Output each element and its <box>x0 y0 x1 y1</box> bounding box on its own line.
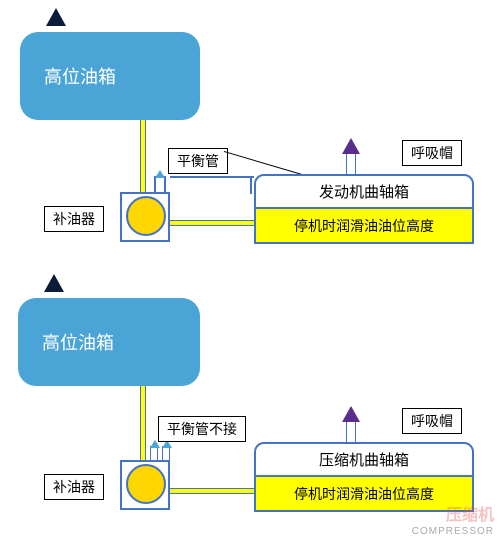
crankcase-top-label: 发动机曲轴箱 <box>319 181 409 202</box>
oiler-circle-icon <box>126 464 166 504</box>
balance-stub-2 <box>162 446 170 460</box>
balance-pipe-h <box>170 176 254 178</box>
crankcase-top: 发动机曲轴箱 <box>254 174 474 209</box>
horizontal-pipe <box>170 488 254 494</box>
vertical-pipe <box>140 120 146 198</box>
oiler-label-text: 补油器 <box>53 211 95 227</box>
breath-label: 呼吸帽 <box>402 140 462 166</box>
balance-arrow-icon <box>155 170 165 178</box>
crankcase-oil-level: 停机时润滑油油位高度 <box>254 477 474 512</box>
balance-pipe-v2 <box>154 176 156 192</box>
crankcase-oil-label: 停机时润滑油油位高度 <box>294 484 434 504</box>
tank-arrow-icon <box>46 8 66 26</box>
tank-arrow-icon <box>44 274 64 292</box>
horizontal-pipe <box>170 220 254 226</box>
diagram-2: 高位油箱 补油器 平衡管不接 压缩机曲轴箱 停机时润滑油油位高度 呼吸帽 <box>0 268 500 541</box>
high-tank-label: 高位油箱 <box>44 63 116 89</box>
balance-pipe-v1 <box>250 176 252 194</box>
breath-stem <box>346 152 356 174</box>
high-tank-label: 高位油箱 <box>42 329 114 355</box>
crankcase-top: 压缩机曲轴箱 <box>254 442 474 477</box>
balance-label: 平衡管不接 <box>158 416 246 442</box>
breath-label-text: 呼吸帽 <box>411 145 453 161</box>
oiler-label-text: 补油器 <box>53 479 95 495</box>
oiler-label: 补油器 <box>44 474 104 500</box>
crankcase-top-label: 压缩机曲轴箱 <box>319 449 409 470</box>
balance-label: 平衡管 <box>168 148 228 174</box>
balance-stub-1 <box>150 446 158 460</box>
high-tank: 高位油箱 <box>20 32 200 120</box>
oiler-label: 补油器 <box>44 206 104 232</box>
crankcase-oil-label: 停机时润滑油油位高度 <box>294 216 434 236</box>
watermark-en: COMPRESSOR <box>412 526 494 537</box>
breath-arrow-icon <box>342 138 360 154</box>
oiler-circle-icon <box>126 196 166 236</box>
high-tank: 高位油箱 <box>18 298 200 386</box>
breath-label: 呼吸帽 <box>402 408 462 434</box>
breath-label-text: 呼吸帽 <box>411 413 453 429</box>
breath-stem <box>346 420 356 442</box>
breath-arrow-icon <box>342 406 360 422</box>
watermark-cn: 压缩机 <box>446 501 494 525</box>
crankcase-oil-level: 停机时润滑油油位高度 <box>254 209 474 244</box>
vertical-pipe <box>140 386 146 466</box>
balance-pipe-v3 <box>164 176 166 192</box>
balance-label-text: 平衡管不接 <box>167 421 237 437</box>
balance-label-text: 平衡管 <box>177 153 219 169</box>
diagram-1: 高位油箱 补油器 平衡管 发动机曲轴箱 停机时润滑油油位高度 呼吸帽 <box>0 0 500 268</box>
crankcase: 压缩机曲轴箱 停机时润滑油油位高度 <box>254 442 474 512</box>
crankcase: 发动机曲轴箱 停机时润滑油油位高度 <box>254 174 474 244</box>
